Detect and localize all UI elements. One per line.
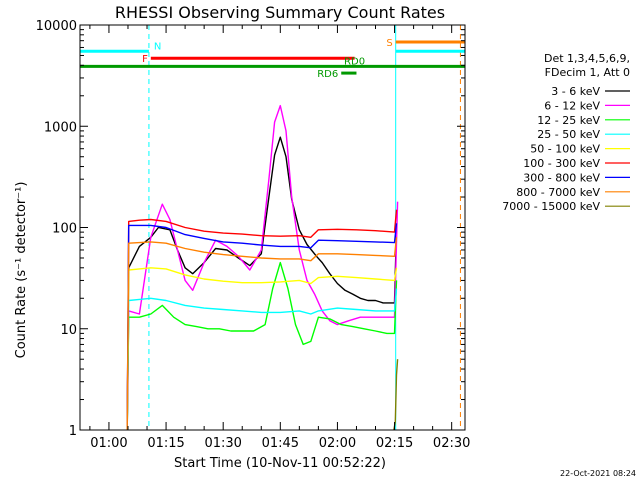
y-tick-label: 10000 [36,19,77,34]
x-axis-label: Start Time (10-Nov-11 00:52:22) [174,456,386,471]
series-line [126,223,398,431]
y-tick-label: 100 [52,222,77,237]
x-tick-label: 02:30 [433,436,470,451]
timestamp: 22-Oct-2021 08:24 [560,469,636,478]
flag-label: N [154,41,161,52]
legend: Det 1,3,4,5,6,9,FDecim 1, Att 0 3 - 6 keV… [502,52,630,213]
series-line [126,237,398,431]
y-axis-label: Count Rate (s⁻¹ detector⁻¹) [14,182,29,359]
series-line [126,136,398,431]
x-tick-label: 02:15 [376,436,413,451]
legend-header: Det 1,3,4,5,6,9, [544,52,630,65]
series-line [126,288,398,431]
legend-label: 25 - 50 keV [537,128,600,141]
x-tick-label: 01:30 [204,436,241,451]
legend-label: 100 - 300 keV [523,157,600,170]
legend-label: 300 - 800 keV [523,171,600,184]
chart-title: RHESSI Observing Summary Count Rates [115,3,445,22]
legend-label: 3 - 6 keV [551,85,600,98]
series-line [126,261,398,431]
y-tick-label: 10 [60,323,77,338]
flag-label: RD6 [317,69,338,80]
x-tick-label: 01:45 [262,436,299,451]
legend-label: 800 - 7000 keV [516,186,600,199]
series-line [126,267,398,431]
flag-label: S [386,38,392,49]
legend-label: 12 - 25 keV [537,114,600,127]
legend-label: 7000 - 15000 keV [502,200,600,213]
legend-label: 6 - 12 keV [544,99,600,112]
legend-label: 50 - 100 keV [530,143,600,156]
series-line [126,104,399,431]
y-tick-label: 1000 [44,120,77,135]
y-tick-label: 1 [69,424,77,439]
plot-area: NF RD0 RD6 S [79,25,465,431]
flag-label: F [142,54,148,65]
legend-header: FDecim 1, Att 0 [545,66,630,79]
x-tick-label: 01:00 [90,436,127,451]
series-line [126,209,398,431]
axes: 1 10 100 1000 10000 01:00 01:15 01:30 01:45 02:00… [36,19,471,451]
plot-frame [79,24,466,431]
x-tick-label: 01:15 [147,436,184,451]
flag-label: RD0 [344,56,365,67]
x-tick-label: 02:00 [319,436,356,451]
